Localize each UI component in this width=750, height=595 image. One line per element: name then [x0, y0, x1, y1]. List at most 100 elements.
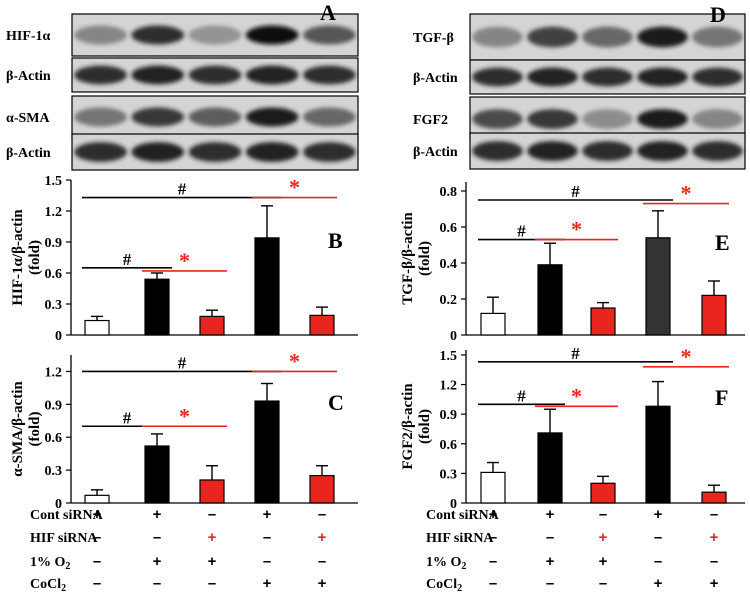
blot-band [74, 107, 127, 127]
blot-band [637, 109, 688, 129]
blot-band [472, 109, 523, 129]
condition-mark: – [654, 529, 662, 546]
panel-letter-e: E [715, 230, 730, 255]
panel-letter-f: F [715, 385, 728, 410]
y-tick-label: 1.5 [440, 349, 458, 364]
blot-band [637, 141, 688, 161]
panel-letter-c: C [328, 390, 344, 415]
y-axis-label-unit: (fold) [417, 241, 433, 276]
bar [84, 494, 110, 504]
blot-band [131, 25, 185, 45]
significance-symbol: * [681, 181, 692, 206]
significance-symbol: # [123, 408, 132, 427]
bar [590, 482, 616, 504]
condition-mark: + [153, 553, 162, 570]
condition-mark: – [599, 575, 607, 592]
condition-mark: – [710, 506, 718, 523]
condition-label: CoCl2 [426, 577, 462, 594]
y-tick-label: 0 [450, 329, 457, 344]
blot-band [637, 67, 688, 87]
y-tick-label: 1.2 [45, 205, 63, 220]
y-tick-label: 0.4 [440, 257, 458, 272]
blot-panel-a: HIF-1α β-Actin α-SMA β-Actin [6, 13, 359, 171]
condition-mark: + [93, 506, 102, 523]
y-tick-label: 0.3 [45, 298, 63, 313]
condition-mark: + [654, 506, 663, 523]
significance-symbol: # [517, 222, 526, 241]
bar [254, 237, 280, 336]
condition-mark: – [208, 506, 216, 523]
bar [701, 294, 727, 336]
bar [144, 445, 170, 504]
condition-mark: – [546, 529, 554, 546]
blot-band [245, 142, 299, 162]
y-tick-label: 0.6 [440, 221, 458, 236]
blot-band [527, 109, 578, 129]
condition-mark: – [654, 553, 662, 570]
significance-symbol: * [179, 248, 190, 273]
condition-mark: – [489, 553, 497, 570]
condition-mark: – [208, 575, 216, 592]
blot-band [472, 26, 523, 48]
panel-letter-a: A [320, 0, 336, 25]
significance-symbol: # [571, 182, 580, 201]
condition-label-subscript: 2 [457, 583, 462, 594]
blot-band [692, 141, 743, 161]
blot-band [245, 25, 299, 45]
blot-band [74, 65, 127, 85]
blot-row-label: α-SMA [6, 111, 50, 126]
bar [701, 491, 727, 504]
y-tick-label: 0.6 [45, 267, 63, 282]
blot-band [692, 67, 743, 87]
blot-band [527, 67, 578, 87]
condition-mark: – [599, 506, 607, 523]
y-axis-label-unit: (fold) [27, 412, 43, 447]
significance-symbol: * [571, 217, 582, 242]
blot-band [245, 65, 299, 85]
y-tick-label: 0.8 [440, 185, 458, 200]
condition-label-subscript: 2 [61, 583, 66, 594]
blot-band [582, 67, 633, 87]
condition-mark: + [546, 506, 555, 523]
condition-label: Cont siRNA [426, 508, 500, 523]
chart-panel-f: 0 0.3 0.6 0.9 1.2 1.5 FGF2/β-actin (fold) # * # * F [400, 344, 745, 512]
condition-label: HIF siRNA [30, 531, 98, 546]
y-axis-label: HIF-1α/β-actin [10, 209, 26, 306]
blot-band [527, 26, 578, 48]
blot-band [582, 26, 633, 48]
y-tick-label: 1.2 [440, 379, 458, 394]
bar [537, 432, 563, 504]
bar [144, 278, 170, 336]
blot-band [188, 25, 242, 45]
y-axis-label: TGF-β/β-actin [400, 212, 416, 305]
condition-mark: + [489, 506, 498, 523]
significance-symbol: * [289, 348, 300, 373]
condition-table-left: Cont siRNA+ + – + –HIF siRNA– – + – +1% O2– + + – –C… [30, 506, 327, 594]
y-axis-label: FGF2/β-actin [400, 383, 416, 470]
significance-symbol: # [517, 386, 526, 405]
panel-letter-d: D [710, 2, 726, 27]
y-tick-label: 0.2 [440, 293, 458, 308]
blot-band [131, 142, 185, 162]
chart-panel-b: 0 0.3 0.6 0.9 1.2 1.5 HIF-1α/β-actin (fold) # * # *… [10, 174, 358, 344]
blot-band [188, 107, 242, 127]
condition-mark: – [263, 529, 271, 546]
condition-mark: + [546, 553, 555, 570]
significance-symbol: # [123, 250, 132, 269]
blot-band [188, 142, 242, 162]
blot-row-label: β-Actin [413, 71, 458, 86]
blot-band [303, 65, 356, 85]
bar [309, 314, 335, 336]
y-tick-label: 0.6 [440, 438, 458, 453]
bar [480, 471, 506, 504]
blot-band [245, 107, 299, 127]
panel-letter-b: B [328, 228, 343, 253]
blot-band [472, 67, 523, 87]
condition-mark: + [318, 529, 327, 546]
blot-band [692, 109, 743, 129]
blot-band [582, 109, 633, 129]
bar [254, 400, 280, 504]
blot-row-label: β-Actin [6, 146, 51, 161]
condition-mark: – [93, 529, 101, 546]
